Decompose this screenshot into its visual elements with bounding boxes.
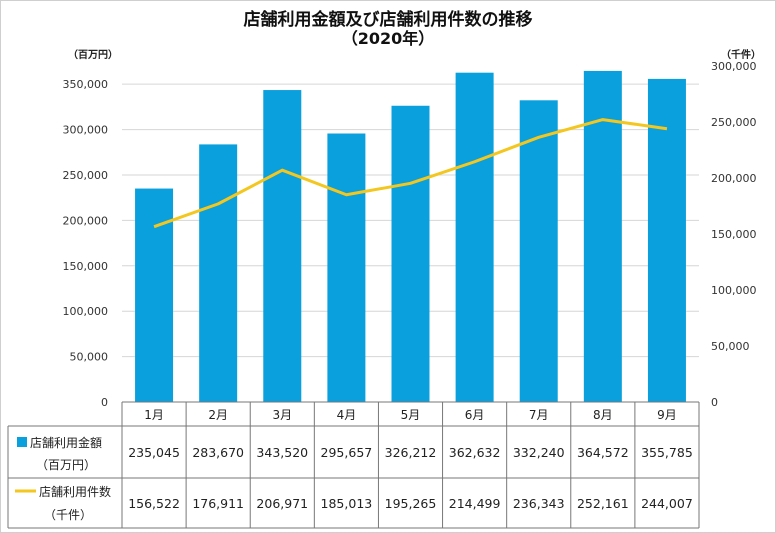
data-label: 343,520 <box>256 445 308 460</box>
category-label: 2月 <box>208 408 228 422</box>
legend-bar-swatch <box>17 437 27 447</box>
data-label: 236,343 <box>513 496 565 511</box>
category-label: 7月 <box>529 408 549 422</box>
right-axis-tick-label: 0 <box>711 396 718 409</box>
bar <box>647 78 686 403</box>
legend-unit: （百万円） <box>36 458 96 472</box>
data-label: 252,161 <box>577 496 629 511</box>
bar <box>519 100 558 402</box>
bar <box>583 70 622 403</box>
right-axis-tick-label: 50,000 <box>711 340 750 353</box>
data-label: 283,670 <box>192 445 244 460</box>
series-line <box>153 118 668 229</box>
bar <box>263 90 302 403</box>
data-label: 206,971 <box>256 496 308 511</box>
category-label: 1月 <box>144 408 164 422</box>
category-label: 5月 <box>401 408 421 422</box>
right-axis-unit: （千件） <box>721 50 761 61</box>
right-axis-tick-label: 100,000 <box>711 284 757 297</box>
chart-title: 店舗利用金額及び店舗利用件数の推移 <box>243 10 533 30</box>
left-axis-tick-label: 300,000 <box>63 124 109 137</box>
data-label: 235,045 <box>128 445 180 460</box>
data-label: 244,007 <box>641 496 693 511</box>
legend-label: 店舗利用金額 <box>30 435 102 450</box>
data-label: 332,240 <box>513 445 565 460</box>
right-axis-tick-label: 250,000 <box>711 116 757 129</box>
left-axis-tick-label: 100,000 <box>63 305 109 318</box>
left-axis-tick-label: 0 <box>101 396 108 409</box>
data-label: 364,572 <box>577 445 629 460</box>
data-label: 355,785 <box>641 445 693 460</box>
category-label: 9月 <box>657 408 677 422</box>
right-axis-tick-label: 150,000 <box>711 228 757 241</box>
data-label: 176,911 <box>192 496 244 511</box>
right-axis-tick-label: 300,000 <box>711 60 757 73</box>
bar <box>135 188 174 402</box>
data-label: 185,013 <box>321 496 373 511</box>
legend-unit: （千件） <box>44 508 92 522</box>
bar <box>391 105 430 403</box>
category-label: 6月 <box>465 408 485 422</box>
left-axis-tick-label: 200,000 <box>63 214 109 227</box>
category-label: 4月 <box>337 408 357 422</box>
left-axis-unit: （百万円） <box>68 50 118 61</box>
data-label: 195,265 <box>385 496 437 511</box>
left-axis-tick-label: 50,000 <box>70 351 109 364</box>
data-label: 326,212 <box>385 445 437 460</box>
bar <box>199 144 238 402</box>
category-label: 3月 <box>272 408 292 422</box>
right-axis-tick-label: 200,000 <box>711 172 757 185</box>
category-label: 8月 <box>593 408 613 422</box>
left-axis-tick-label: 350,000 <box>63 78 109 91</box>
left-axis-tick-label: 150,000 <box>63 260 109 273</box>
left-axis-tick-label: 250,000 <box>63 169 109 182</box>
data-label: 156,522 <box>128 496 180 511</box>
data-label: 214,499 <box>449 496 501 511</box>
legend-label: 店舗利用件数 <box>39 484 111 499</box>
chart-subtitle: （2020年） <box>341 29 435 48</box>
bar <box>455 72 494 402</box>
bar <box>327 133 366 402</box>
data-label: 362,632 <box>449 445 501 460</box>
data-label: 295,657 <box>321 445 373 460</box>
